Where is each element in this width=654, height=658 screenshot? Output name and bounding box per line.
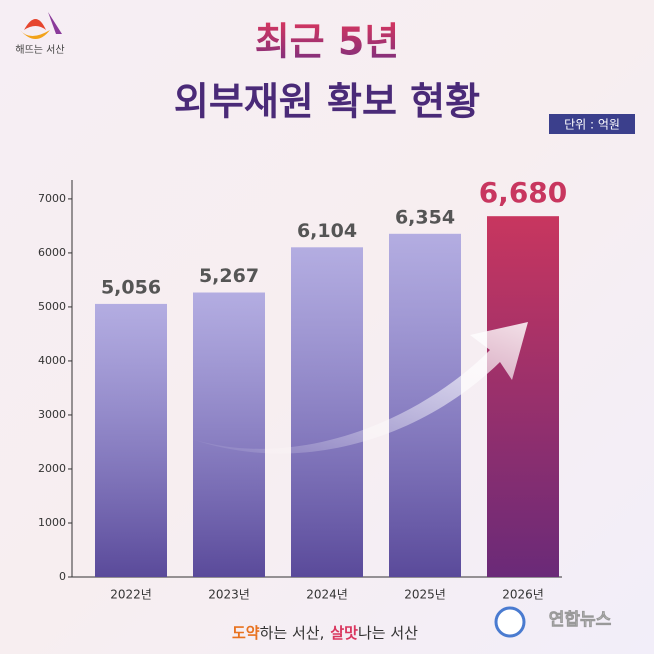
bar (193, 292, 265, 577)
y-tick-label: 0 (59, 570, 66, 583)
y-tick-label: 1000 (38, 516, 66, 529)
slogan: 도약하는 서산, 살맛나는 서산 (232, 624, 418, 642)
plot: 0 1000 2000 3000 4000 5000 6000 7000 2022년 5,056 2… (38, 176, 567, 601)
chart-title: 최근 5년 (255, 20, 400, 64)
logo (20, 12, 62, 39)
y-tick-label: 4000 (38, 354, 66, 367)
value-label: 5,267 (199, 265, 259, 287)
value-label: 6,354 (395, 206, 455, 228)
unit-badge (549, 114, 635, 134)
x-tick-label: 2026년 (502, 588, 544, 602)
x-tick-label: 2023년 (208, 588, 250, 602)
x-tick-label: 2025년 (404, 588, 446, 602)
chart-subtitle: 외부재원 확보 현황 (174, 80, 480, 124)
y-tick-label: 6000 (38, 246, 66, 259)
unit-label: 단위 : 억원 (564, 118, 620, 132)
x-tick-label: 2022년 (110, 588, 152, 602)
slogan-part: 살맛 (330, 624, 358, 642)
value-label: 6,680 (479, 176, 568, 209)
watermark: 연합뉴스 (549, 609, 612, 630)
slogan-part: 도약 (232, 624, 260, 642)
bar (291, 247, 363, 577)
value-label: 6,104 (297, 220, 357, 242)
x-tick-label: 2024년 (306, 588, 348, 602)
logo-text: 해뜨는 서산 (15, 43, 64, 56)
trend-arrow (195, 322, 528, 454)
y-tick-label: 2000 (38, 462, 66, 475)
watermark-logo (494, 606, 526, 638)
value-label: 5,056 (101, 276, 161, 298)
slogan-part: 하는 서산, (260, 624, 325, 642)
y-tick-label: 7000 (38, 192, 66, 205)
slogan-part: 나는 서산 (358, 624, 418, 642)
y-tick-label: 5000 (38, 300, 66, 313)
bar (95, 303, 167, 577)
bar (487, 216, 559, 577)
y-tick-label: 3000 (38, 408, 66, 421)
